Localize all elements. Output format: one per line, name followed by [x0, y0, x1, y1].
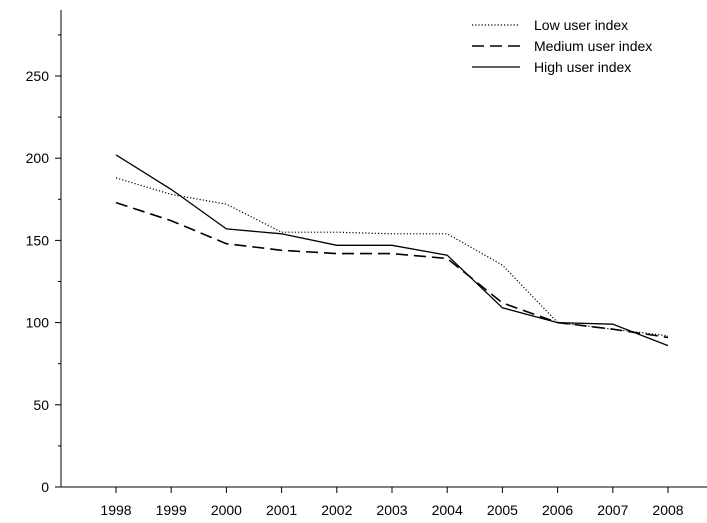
legend-label: High user index [534, 59, 631, 75]
y-tick-label: 100 [26, 315, 50, 331]
y-tick-label: 50 [33, 397, 49, 413]
series-line-high-user-index [115, 154, 669, 347]
x-tick-label: 2000 [211, 502, 242, 518]
x-tick-label: 2004 [432, 502, 463, 518]
legend: Low user index Medium user index High user… [472, 17, 652, 75]
x-tick-label: 2008 [652, 502, 683, 518]
x-tick-label: 2005 [487, 502, 518, 518]
x-tick-label: 2007 [597, 502, 628, 518]
legend-label: Medium user index [534, 38, 652, 54]
x-tick-label: 2006 [542, 502, 573, 518]
x-tick-label: 2003 [376, 502, 407, 518]
x-tick-label: 2002 [321, 502, 352, 518]
x-tick-label: 1999 [156, 502, 187, 518]
x-tick-label: 2001 [266, 502, 297, 518]
series-lines [115, 154, 669, 347]
y-tick-label: 250 [26, 68, 50, 84]
legend-label: Low user index [534, 17, 628, 33]
y-tick-label: 150 [26, 232, 50, 248]
y-axis: 0 50 100 150 200 250 [26, 10, 62, 495]
y-tick-label: 200 [26, 150, 50, 166]
series-line-low-user-index [115, 177, 669, 337]
y-tick-label: 0 [41, 479, 49, 495]
x-tick-label: 1998 [100, 502, 131, 518]
series-line-medium-user-index [115, 201, 669, 339]
x-axis: 1998 1999 2000 2001 2002 2003 2004 2005 2006 2007… [61, 486, 707, 518]
